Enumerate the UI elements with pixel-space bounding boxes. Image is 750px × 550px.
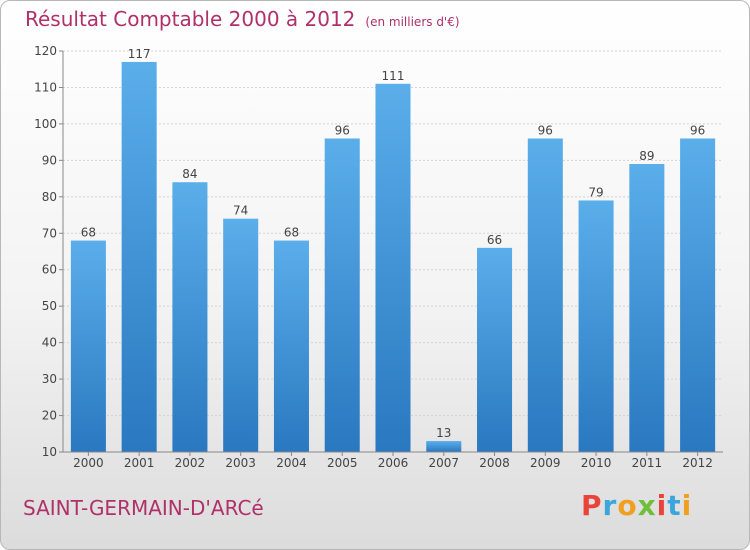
y-tick-label: 100 [34, 117, 57, 131]
x-tick-label: 2005 [327, 456, 358, 470]
logo-letter: P [581, 489, 603, 522]
logo-letter: i [656, 489, 668, 522]
bar-value-label: 117 [128, 47, 151, 61]
bar-value-label: 68 [81, 226, 96, 240]
y-tick-label: 30 [42, 372, 57, 386]
x-tick-label: 2011 [632, 456, 663, 470]
bar-value-label: 96 [538, 123, 553, 137]
bar-value-label: 84 [182, 167, 197, 181]
bar-2004 [273, 240, 309, 452]
bar-2010 [578, 200, 614, 452]
bar-2002 [172, 182, 208, 452]
y-tick-label: 40 [42, 336, 57, 350]
bar-value-label: 89 [639, 149, 654, 163]
logo-letter: x [637, 489, 657, 522]
bar-2011 [629, 164, 665, 452]
bar-value-label: 79 [588, 185, 603, 199]
x-tick-label: 2004 [276, 456, 307, 470]
x-tick-label: 2007 [428, 456, 459, 470]
y-tick-label: 70 [42, 226, 57, 240]
y-tick-label: 110 [34, 80, 57, 94]
y-tick-label: 90 [42, 153, 57, 167]
logo-letter: o [617, 489, 638, 522]
y-tick-label: 20 [42, 409, 57, 423]
x-tick-label: 2010 [581, 456, 612, 470]
y-tick-label: 50 [42, 299, 57, 313]
bar-value-label: 68 [284, 226, 299, 240]
bar-2008 [477, 247, 513, 452]
y-tick-label: 60 [42, 263, 57, 277]
bar-2003 [223, 218, 259, 452]
bar-value-label: 96 [335, 123, 350, 137]
bar-2001 [121, 61, 157, 452]
x-tick-label: 2002 [175, 456, 206, 470]
y-tick-label: 10 [42, 445, 57, 459]
logo-letter: i [681, 489, 693, 522]
y-tick-label: 80 [42, 190, 57, 204]
bar-2006 [375, 83, 411, 453]
bars: 68 117 84 74 68 96 111 13 66 96 79 89 96 [70, 47, 716, 453]
bar-value-label: 66 [487, 233, 502, 247]
bar-2009 [527, 138, 563, 452]
chart-title: Résultat Comptable 2000 à 2012 (en millie… [25, 7, 460, 31]
axes: 10 20 30 40 50 60 70 80 90 100 110 120 2000 2001 2002 2… [34, 44, 723, 470]
x-tick-label: 2012 [682, 456, 713, 470]
bar-2012 [680, 138, 716, 452]
proxiti-logo: Proxiti [581, 489, 692, 522]
bar-2005 [324, 138, 360, 452]
bar-value-label: 111 [382, 69, 405, 83]
bar-value-label: 74 [233, 204, 248, 218]
bar-value-label: 96 [690, 123, 705, 137]
x-tick-label: 2001 [124, 456, 155, 470]
x-tick-label: 2009 [530, 456, 561, 470]
chart-subtitle: (en milliers d'€) [365, 15, 460, 29]
x-tick-label: 2000 [73, 456, 104, 470]
logo-letter: t [667, 489, 682, 522]
bar-2000 [70, 240, 106, 452]
bar-value-label: 13 [436, 426, 451, 440]
x-tick-label: 2006 [378, 456, 409, 470]
x-tick-label: 2008 [479, 456, 510, 470]
title-text: Résultat Comptable 2000 à 2012 [25, 7, 356, 31]
logo-letter: r [602, 489, 618, 522]
y-tick-label: 120 [34, 44, 57, 58]
commune-name: SAINT-GERMAIN-D'ARCé [23, 496, 264, 520]
bar-2007 [426, 441, 462, 452]
x-tick-label: 2003 [225, 456, 256, 470]
